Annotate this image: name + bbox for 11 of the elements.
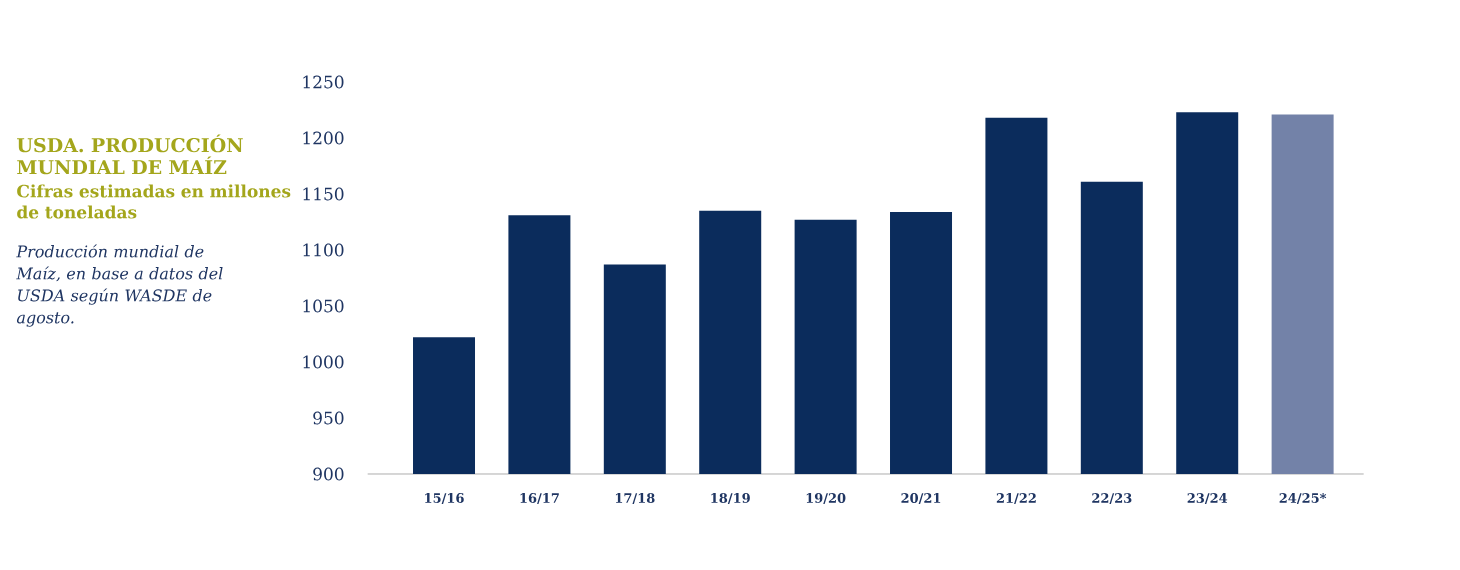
y-tick-label: 1250 xyxy=(303,75,344,89)
y-tick-label: 1050 xyxy=(303,299,344,313)
text: Producción mundial de Maíz, en base a datos del USDA según WASDE de agosto. xyxy=(16,244,223,327)
y-tick-label: 1200 xyxy=(303,131,344,145)
y-tick-label: 1150 xyxy=(303,187,344,201)
y-tick-label: 900 xyxy=(313,467,344,481)
text: USDA. PRODUCCIÓN MUNDIAL DE MAÍZ xyxy=(17,134,243,175)
y-tick-label: 1000 xyxy=(303,355,344,369)
text: Cifras estimadas en millones de toneladas xyxy=(17,184,291,219)
y-tick-label: 1100 xyxy=(303,243,344,257)
y-tick-label: 950 xyxy=(313,411,344,425)
